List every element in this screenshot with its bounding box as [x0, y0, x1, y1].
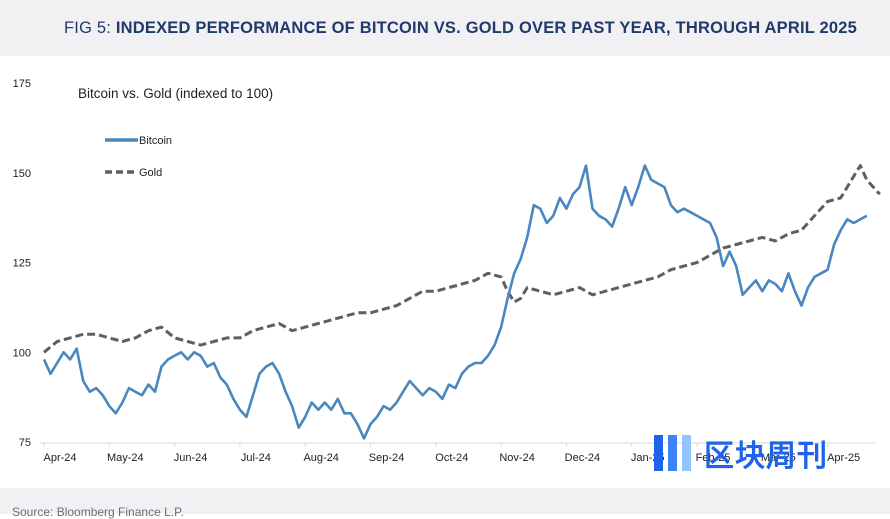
figure-heading: INDEXED PERFORMANCE OF BITCOIN VS. GOLD … [115, 18, 858, 37]
x-tick-label: Feb-25 [696, 452, 731, 464]
watermark-logo-icon [654, 435, 691, 471]
x-tick-label: Apr-25 [827, 452, 860, 464]
y-tick-label: 150 [13, 168, 31, 180]
x-tick-label: May-24 [107, 452, 144, 464]
y-tick-label: 175 [13, 78, 31, 90]
series-line-bitcoin [42, 164, 868, 440]
figure-header: FIG 5: INDEXED PERFORMANCE OF BITCOIN VS… [0, 0, 890, 56]
x-tick-label: Nov-24 [499, 452, 534, 464]
y-tick-label: 75 [19, 437, 31, 449]
chart-title: Bitcoin vs. Gold (indexed to 100) [78, 86, 273, 101]
x-tick-label: Jul-24 [241, 452, 271, 464]
chart-area: 75 100 125 150 175 Apr-24 May-24 Jun-24 Jul-24 A… [0, 56, 890, 488]
y-tick-label: 100 [13, 347, 31, 359]
x-tick-label: Oct-24 [435, 452, 468, 464]
watermark-text: 区块周刊 [704, 439, 828, 474]
legend-bitcoin-label: Bitcoin [139, 135, 172, 147]
x-tick-label: Jun-24 [174, 452, 208, 464]
x-tick-label: Mar-25 [761, 452, 796, 464]
y-axis-ticks: 75 100 125 150 175 [13, 78, 31, 449]
legend-gold-label: Gold [139, 167, 162, 179]
x-tick-label: Dec-24 [565, 452, 600, 464]
figure-number: FIG 5: [64, 18, 112, 37]
x-axis-ticks: Apr-24 May-24 Jun-24 Jul-24 Aug-24 Sep-24 Oct-… [43, 443, 860, 464]
x-tick-label: Sep-24 [369, 452, 404, 464]
watermark: 区块周刊 [652, 431, 874, 475]
x-tick-label: Apr-24 [43, 452, 76, 464]
y-tick-label: 125 [13, 258, 31, 270]
figure-title: FIG 5: INDEXED PERFORMANCE OF BITCOIN VS… [64, 19, 857, 38]
series-layer [42, 164, 881, 440]
figure-footer: Source: Bloomberg Finance L.P. [0, 488, 890, 519]
series-line-gold [43, 164, 881, 354]
legend: Bitcoin Gold [105, 135, 172, 179]
source-note: Source: Bloomberg Finance L.P. [12, 505, 184, 519]
x-tick-label: Aug-24 [303, 452, 338, 464]
